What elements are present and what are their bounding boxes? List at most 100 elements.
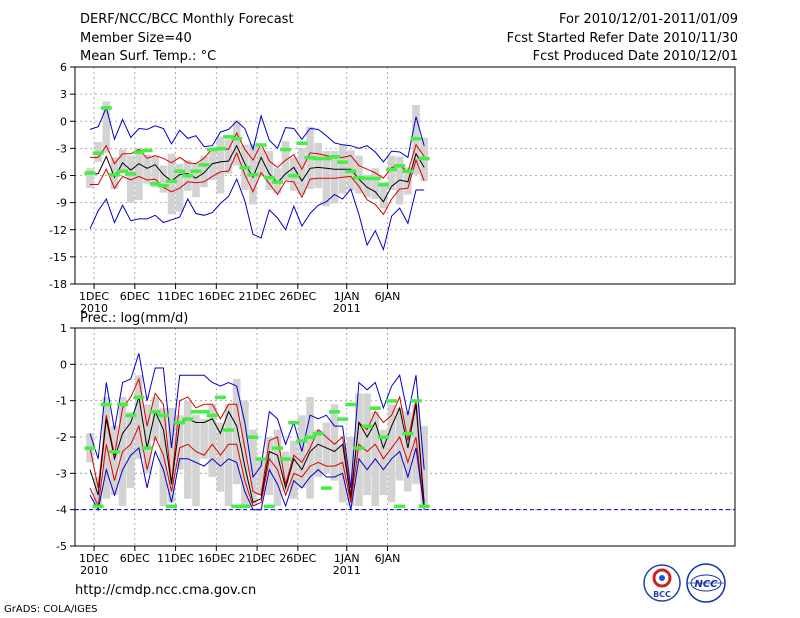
obs-marker <box>117 402 129 407</box>
obs-marker <box>100 106 112 110</box>
obs-marker <box>125 413 137 418</box>
spread-box <box>135 148 143 200</box>
x-tick-label: 26DEC <box>279 290 316 303</box>
spread-box <box>192 163 200 198</box>
obs-marker <box>223 428 235 432</box>
obs-marker <box>369 406 381 410</box>
y-tick-label: -2 <box>56 431 67 444</box>
y-tick-label: 0 <box>60 115 67 128</box>
obs-marker <box>386 399 398 403</box>
spread-box <box>330 151 339 204</box>
ncc-logo: NCC <box>686 563 726 603</box>
spread-box <box>208 404 217 477</box>
bcc-logo-text: BCC <box>653 590 671 599</box>
x-tick-year: 2010 <box>80 564 108 577</box>
spread-box <box>257 458 265 496</box>
obs-marker <box>402 431 414 436</box>
spread-box <box>249 429 257 507</box>
y-tick-label: -12 <box>49 224 67 237</box>
obs-marker <box>402 169 414 173</box>
obs-marker <box>223 135 235 139</box>
y-tick-label: 0 <box>60 358 67 371</box>
spread-box <box>257 149 265 177</box>
y-tick-label: -6 <box>56 170 67 183</box>
spread-box <box>232 378 241 485</box>
spread-box <box>355 155 363 194</box>
spread-box <box>289 440 298 499</box>
variable-label: Mean Surf. Temp.: °C <box>80 49 217 64</box>
spread-box <box>224 139 233 174</box>
obs-marker <box>312 431 324 436</box>
obs-marker <box>214 395 226 400</box>
obs-marker <box>247 435 259 439</box>
spread-box <box>232 120 241 166</box>
spread-box <box>298 148 306 195</box>
y-tick-label: -4 <box>56 504 67 517</box>
y-tick-label: -18 <box>49 278 67 291</box>
obs-marker <box>174 420 186 425</box>
x-tick-label: 6JAN <box>375 552 401 565</box>
obs-marker <box>108 173 120 177</box>
obs-marker <box>353 446 365 450</box>
spread-box <box>118 149 127 171</box>
spread-box <box>273 429 282 507</box>
spread-box <box>387 155 396 190</box>
obs-marker <box>296 141 308 145</box>
obs-marker <box>166 504 177 509</box>
obs-marker <box>174 169 186 173</box>
obs-marker <box>263 504 275 509</box>
spread-box <box>379 429 388 496</box>
obs-marker <box>190 410 202 414</box>
obs-marker <box>386 167 398 172</box>
series-max-line <box>89 106 425 163</box>
spread-box <box>167 407 176 503</box>
spread-box <box>102 101 111 153</box>
obs-marker <box>157 183 169 188</box>
spread-box <box>126 411 135 488</box>
obs-marker <box>231 504 243 509</box>
spread-box <box>387 404 396 503</box>
member-size: Member Size=40 <box>80 31 192 46</box>
spread-box <box>126 155 135 203</box>
spread-box <box>200 155 208 188</box>
spread-box <box>412 404 420 485</box>
y-tick-label: -1 <box>56 395 67 408</box>
obs-marker <box>92 151 104 155</box>
spread-box <box>167 153 176 215</box>
spread-box <box>363 174 371 198</box>
spread-box <box>265 437 274 496</box>
obs-marker <box>271 180 283 184</box>
obs-marker <box>304 155 316 160</box>
obs-marker <box>329 155 340 159</box>
obs-marker <box>231 136 243 141</box>
x-tick-label: 6JAN <box>375 290 401 303</box>
obs-marker <box>255 457 267 461</box>
series-p25-line <box>90 151 425 216</box>
spread-box <box>135 375 143 459</box>
spread-box <box>175 415 184 470</box>
series-p25-line <box>89 424 425 510</box>
x-tick-year: 2011 <box>333 302 361 315</box>
obs-marker <box>345 402 357 407</box>
spread-box <box>86 168 94 189</box>
x-tick-label: 1JAN <box>334 290 360 303</box>
obs-marker <box>100 402 112 407</box>
x-tick-year: 2011 <box>333 564 361 577</box>
obs-marker <box>149 410 161 414</box>
obs-marker <box>337 160 349 164</box>
obs-marker <box>271 446 283 450</box>
series-max-line <box>89 353 425 488</box>
footer-url[interactable]: http://cmdp.ncc.cma.gov.cn <box>75 583 257 598</box>
chart-title: DERF/NCC/BCC Monthly Forecast <box>80 12 294 27</box>
series-mean-line <box>89 396 425 507</box>
spread-box <box>314 429 322 477</box>
x-tick-label: 21DEC <box>239 290 276 303</box>
series-min-line <box>89 446 425 512</box>
obs-marker <box>117 169 129 173</box>
obs-marker <box>410 399 422 403</box>
obs-marker <box>182 174 194 178</box>
spread-box <box>216 136 225 194</box>
x-tick-label: 26DEC <box>279 552 316 565</box>
